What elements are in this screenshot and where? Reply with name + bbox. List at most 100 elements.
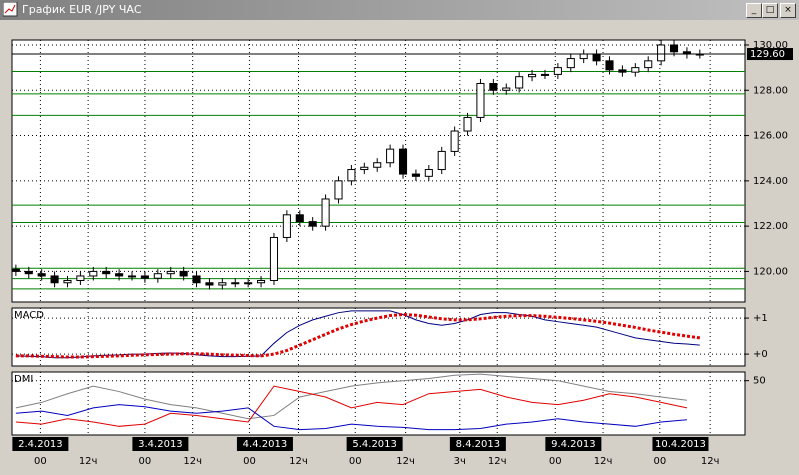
- candle-body: [360, 166, 369, 171]
- minimize-button[interactable]: _: [746, 3, 762, 18]
- panel-label: DMI: [14, 374, 33, 385]
- indicator-line: [15, 404, 687, 431]
- candle-body: [411, 173, 420, 177]
- date-label: 4.4.2013: [243, 439, 288, 450]
- date-box: [236, 437, 293, 451]
- panel-label: MACD: [14, 310, 44, 321]
- date-box: [346, 437, 403, 451]
- time-label: 12ч: [488, 456, 507, 467]
- y-tick-label: 122.00: [753, 221, 788, 232]
- candle-body: [295, 214, 304, 223]
- candle-body: [540, 73, 550, 76]
- candle-body: [257, 279, 266, 284]
- dmi-panel: [11, 371, 746, 436]
- candle-body: [218, 282, 227, 286]
- title-bar: График EUR /JPY ЧАС _ □ ×: [0, 0, 799, 20]
- time-label: 12ч: [183, 456, 202, 467]
- date-box: [545, 437, 602, 451]
- candle-body: [489, 82, 498, 91]
- candle-body: [657, 44, 666, 62]
- time-label: 00: [243, 456, 256, 467]
- candle-body: [76, 275, 85, 281]
- time-label: 12ч: [79, 456, 98, 467]
- candle-body: [153, 273, 162, 279]
- y-tick-label: 128.00: [753, 85, 788, 96]
- date-label: 5.4.2013: [352, 439, 397, 450]
- candle-body: [502, 87, 511, 91]
- candle-body: [50, 275, 59, 284]
- candle-body: [127, 275, 137, 278]
- candle-body: [205, 282, 214, 286]
- candle-body: [24, 270, 33, 275]
- y-tick-label: 130.00: [753, 40, 788, 51]
- candle-body: [515, 76, 524, 89]
- candle-body: [282, 214, 291, 238]
- candle-body: [115, 273, 124, 277]
- y-tick-label: 124.00: [753, 176, 788, 187]
- y-tick-label: 126.00: [753, 131, 788, 142]
- candle-body: [140, 275, 149, 279]
- candle-body: [450, 130, 459, 152]
- candle-body: [476, 82, 485, 118]
- close-button[interactable]: ×: [780, 3, 796, 18]
- candle-body: [269, 236, 279, 281]
- date-box: [449, 437, 506, 451]
- candle-body: [11, 268, 20, 272]
- indicator-line: [15, 373, 687, 420]
- candle-body: [347, 169, 356, 182]
- date-label: 2.4.2013: [18, 439, 63, 450]
- candle-body: [553, 67, 562, 75]
- date-label: 9.4.2013: [551, 439, 596, 450]
- time-label: 00: [349, 456, 362, 467]
- time-label: 3ч: [454, 456, 466, 467]
- indicator-line: [15, 385, 688, 427]
- candle-body: [644, 60, 653, 69]
- y-tick-label: 120.00: [753, 266, 788, 277]
- time-label: 12ч: [594, 456, 613, 467]
- y-tick-label: +1: [753, 313, 768, 324]
- time-label: 12ч: [289, 456, 308, 467]
- candle-body: [244, 282, 253, 285]
- candle-body: [192, 275, 201, 284]
- candle-body: [179, 270, 188, 277]
- app-icon: [3, 2, 18, 17]
- candle-body: [528, 73, 537, 78]
- indicator-line: [15, 312, 701, 359]
- window-title: График EUR /JPY ЧАС: [22, 3, 142, 16]
- indicator-line: [15, 310, 700, 359]
- candle-body: [566, 58, 575, 69]
- y-tick-label: 50: [753, 376, 766, 387]
- current-price-box: [747, 48, 793, 61]
- candle-body: [437, 150, 446, 171]
- time-label: 00: [549, 456, 562, 467]
- date-label: 10.4.2013: [655, 439, 706, 450]
- candle-body: [89, 270, 98, 277]
- date-box: [132, 437, 189, 451]
- candle-body: [373, 162, 382, 168]
- candle-body: [37, 273, 46, 277]
- candle-body: [321, 198, 330, 227]
- maximize-button[interactable]: □: [762, 3, 778, 18]
- candle-body: [398, 148, 408, 175]
- time-label: 00: [653, 456, 666, 467]
- candle-body: [631, 67, 640, 73]
- candle-body: [424, 169, 433, 177]
- date-label: 8.4.2013: [456, 439, 501, 450]
- macd-panel: [11, 307, 746, 367]
- candle-body: [618, 69, 627, 73]
- candle-body: [463, 116, 472, 132]
- date-box: [652, 437, 709, 451]
- date-label: 3.4.2013: [138, 439, 183, 450]
- date-box: [12, 437, 69, 451]
- candle-body: [579, 53, 588, 60]
- candle-body: [669, 44, 679, 53]
- time-label: 12ч: [396, 456, 415, 467]
- candle-body: [231, 282, 240, 285]
- time-label: 00: [34, 456, 47, 467]
- candle-body: [63, 279, 72, 284]
- candle-body: [386, 148, 395, 164]
- time-label: 12ч: [701, 456, 720, 467]
- candle-body: [308, 221, 317, 227]
